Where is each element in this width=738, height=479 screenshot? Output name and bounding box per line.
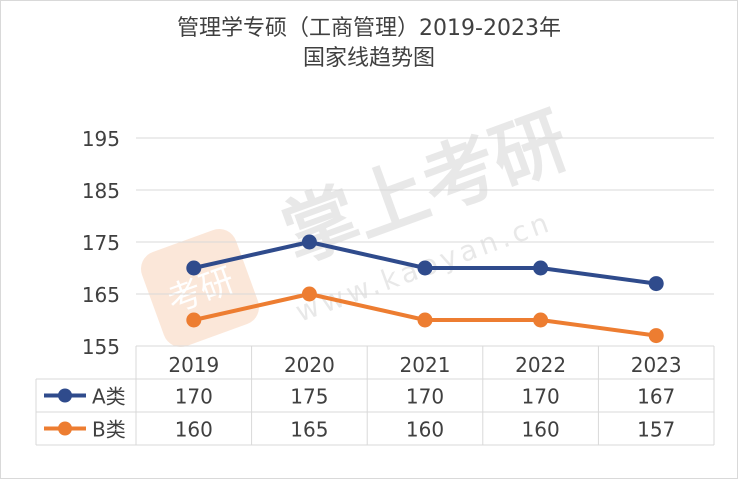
table-cell-value: 160 (522, 418, 560, 442)
table-cell-value: 157 (637, 418, 675, 442)
data-point (648, 328, 664, 344)
data-point (533, 260, 549, 276)
chart-title: 管理学专硕（工商管理）2019-2023年 (177, 16, 561, 41)
data-point (533, 312, 549, 328)
y-tick-label: 155 (82, 335, 120, 359)
data-point (417, 260, 433, 276)
y-axis: 155 165 175 185 195 (82, 127, 120, 359)
data-point (301, 234, 317, 250)
watermark-logo: 考研 (140, 228, 260, 348)
series-lines (186, 234, 664, 344)
y-tick-label: 175 (82, 231, 120, 255)
x-tick-label: 2019 (168, 353, 219, 377)
y-tick-label: 195 (82, 127, 120, 151)
data-point (648, 276, 664, 292)
x-tick-label: 2021 (400, 353, 451, 377)
x-tick-label: 2022 (515, 353, 566, 377)
chart-subtitle: 国家线趋势图 (302, 46, 435, 71)
y-tick-label: 165 (82, 283, 120, 307)
table-cell-value: 165 (290, 418, 328, 442)
x-tick-label: 2020 (284, 353, 335, 377)
table-cell-value: 160 (406, 418, 444, 442)
data-point (186, 260, 202, 276)
data-point (417, 312, 433, 328)
legend-label: A类 (92, 385, 126, 409)
table-cell-value: 170 (522, 385, 560, 409)
data-point (186, 312, 202, 328)
x-tick-label: 2023 (631, 353, 682, 377)
y-tick-label: 185 (82, 179, 120, 203)
legend-label: B类 (92, 418, 126, 442)
legend-key-marker (58, 421, 72, 436)
legend-key-marker (58, 388, 72, 403)
table-cell-value: 170 (175, 385, 213, 409)
table-cell-value: 170 (406, 385, 444, 409)
table-cell-value: 167 (637, 385, 675, 409)
table-cell-value: 160 (175, 418, 213, 442)
chart-title-block: 管理学专硕（工商管理）2019-2023年 国家线趋势图 (0, 14, 738, 74)
grid-lines (136, 137, 714, 347)
table-cell-value: 175 (290, 385, 328, 409)
data-point (301, 286, 317, 302)
data-table: 2019 2020 2021 2022 2023 A类 170 175 170 170 167 B类 1… (35, 346, 715, 446)
